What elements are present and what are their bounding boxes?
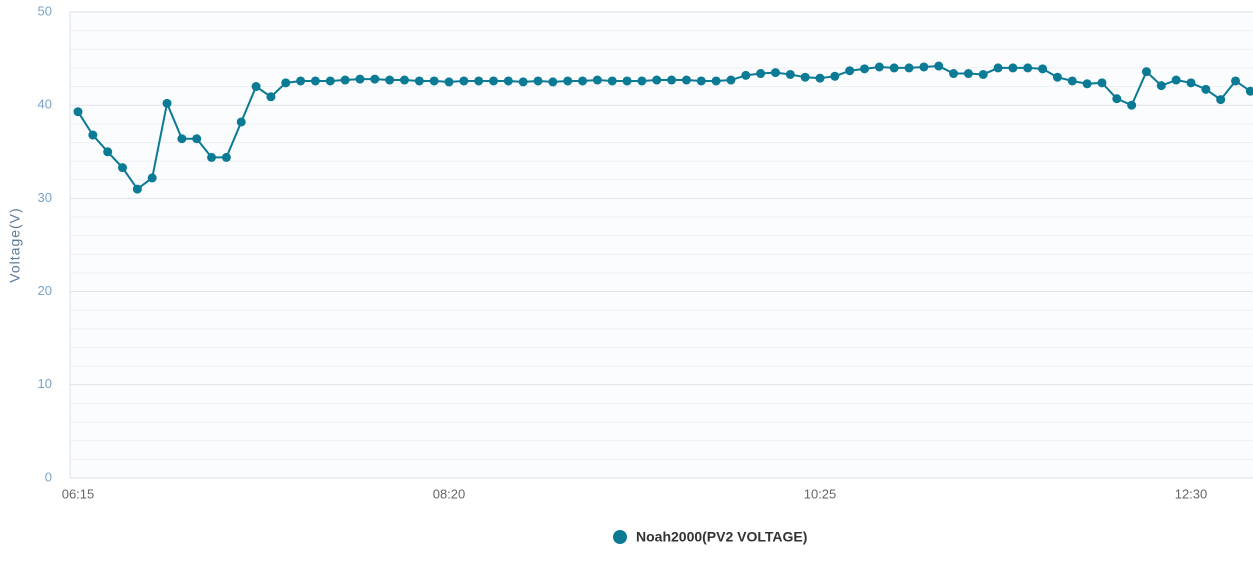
data-point [1171,75,1181,85]
data-point [296,76,306,86]
data-point [370,74,380,84]
data-point [667,75,677,85]
data-point [919,62,929,72]
data-point [934,61,944,71]
data-point [177,134,187,144]
data-point [1127,100,1137,110]
legend: Noah2000(PV2 VOLTAGE) [613,529,807,545]
data-point [429,76,439,86]
data-point [756,69,766,79]
x-tick-label: 06:15 [62,486,95,501]
data-point [622,76,632,86]
data-point [281,78,291,88]
y-axis-title: Voltage(V) [7,207,23,282]
data-point [637,76,647,86]
data-point [993,63,1003,73]
data-point [1067,76,1077,86]
data-point [1245,86,1253,96]
data-point [963,69,973,79]
data-point [88,130,98,140]
data-point [1052,72,1062,82]
data-point [162,98,172,108]
plot-background [70,12,1253,478]
data-point [489,76,499,86]
data-point [1038,64,1048,74]
data-point [696,76,706,86]
y-tick-label: 30 [38,190,52,205]
data-point [889,63,899,73]
data-point [681,75,691,85]
y-tick-label: 10 [38,376,52,391]
data-point [785,69,795,79]
data-point [563,76,573,86]
data-point [1112,94,1122,104]
data-point [949,69,959,79]
data-point [340,75,350,85]
data-point [800,72,810,82]
data-point [1097,78,1107,88]
data-point [266,92,276,102]
data-point [1008,63,1018,73]
data-point [607,76,617,86]
data-point [73,107,83,117]
data-point [860,64,870,74]
data-point [1231,76,1241,86]
data-point [474,76,484,86]
data-point [874,62,884,72]
data-point [533,76,543,86]
data-point [1216,95,1226,105]
data-point [1082,79,1092,89]
data-point [414,76,424,86]
data-point [652,75,662,85]
data-point [1201,84,1211,94]
data-point [118,163,128,173]
data-point [741,70,751,80]
data-point [711,76,721,86]
data-point [251,82,261,92]
data-point [1023,63,1033,73]
data-point [904,63,914,73]
data-point [147,173,157,183]
data-point [548,77,558,87]
y-tick-label: 0 [45,469,52,484]
data-point [578,76,588,86]
data-point [1156,81,1166,91]
data-point [503,76,513,86]
data-point [325,76,335,86]
data-point [355,74,365,84]
x-tick-label: 10:25 [804,486,837,501]
legend-marker [613,530,627,544]
data-point [1141,67,1151,77]
data-point [830,71,840,81]
data-point [192,134,202,144]
data-point [459,76,469,86]
y-tick-label: 40 [38,97,52,112]
legend-label: Noah2000(PV2 VOLTAGE) [636,529,807,545]
x-tick-label: 12:30 [1175,486,1208,501]
data-point [221,152,231,162]
y-tick-label: 20 [38,283,52,298]
data-point [103,147,113,157]
data-point [399,75,409,85]
data-point [815,73,825,83]
data-point [592,75,602,85]
data-point [978,69,988,79]
data-point [518,77,528,87]
data-point [236,117,246,127]
data-point [726,75,736,85]
data-point [1186,78,1196,88]
x-tick-label: 08:20 [433,486,466,501]
data-point [444,77,454,87]
data-point [132,184,142,194]
y-tick-label: 50 [38,3,52,18]
data-point [385,75,395,85]
data-point [770,68,780,78]
data-point [207,152,217,162]
data-point [845,66,855,76]
data-point [310,76,320,86]
